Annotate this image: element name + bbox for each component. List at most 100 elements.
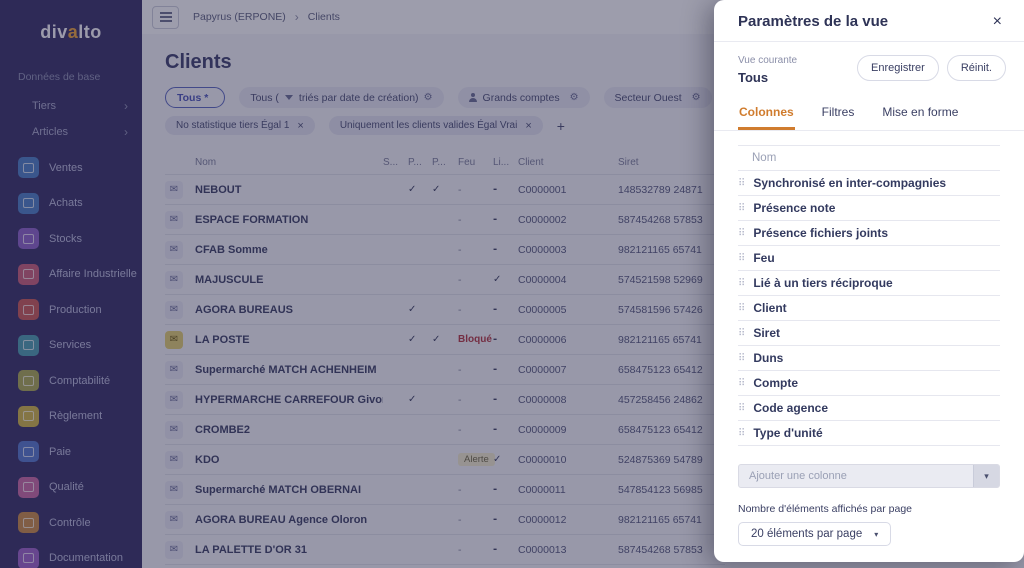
sidebar-tree-item[interactable]: Articles › (0, 119, 142, 145)
sidebar-module-item[interactable]: Stocks (0, 224, 142, 253)
reset-button[interactable]: Réinit. (946, 55, 1006, 81)
column-list-item[interactable]: ⠿ Type d'unité (738, 421, 1000, 446)
sidebar-tree-item[interactable]: Tiers › (0, 93, 142, 119)
mail-icon (165, 210, 183, 229)
cell-lie: - (493, 334, 498, 345)
add-column-select[interactable]: Ajouter une colonne ▾ (738, 464, 1000, 488)
header-siret[interactable]: Siret (618, 156, 639, 168)
column-list-item[interactable]: ⠿ Duns (738, 346, 1000, 371)
save-button[interactable]: Enregistrer (857, 55, 939, 81)
sidebar-module-item[interactable]: Services (0, 331, 142, 360)
table-row[interactable]: CROMBE2 - - C0000009 658475123 65412 (165, 415, 725, 445)
sidebar-module-item[interactable]: Production (0, 295, 142, 324)
sidebar-modules: Ventes Achats Stocks Affaire Industriell… (0, 153, 142, 568)
drag-handle-icon[interactable]: ⠿ (738, 177, 746, 189)
table-row[interactable]: ESPACE FORMATION - - C0000002 587454268 … (165, 205, 725, 235)
view-chip[interactable]: Tous * (165, 87, 226, 108)
sidebar-module-item[interactable]: Qualité (0, 473, 142, 502)
sidebar-module-item[interactable]: Ventes (0, 153, 142, 182)
sidebar-module-item[interactable]: Achats (0, 189, 142, 218)
view-chip[interactable]: Tous ( triés par date de création) ⚙ (239, 87, 444, 108)
column-list-item[interactable]: ⠿ Siret (738, 321, 1000, 346)
sidebar-module-item[interactable]: Paie (0, 437, 142, 466)
drag-handle-icon[interactable]: ⠿ (738, 302, 746, 314)
sidebar-module-item[interactable]: Documentation (0, 544, 142, 568)
sidebar-module-item[interactable]: Contrôle (0, 508, 142, 537)
close-icon[interactable]: × (992, 12, 1002, 30)
drag-handle-icon[interactable]: ⠿ (738, 427, 746, 439)
header-nom[interactable]: Nom (195, 156, 217, 168)
view-chip[interactable]: Grands comptes ⚙ (457, 87, 590, 108)
header-feu[interactable]: Feu (458, 156, 476, 168)
table-row[interactable]: AGORA BUREAU Agence Oloron - - C0000012 … (165, 505, 725, 535)
view-chip[interactable]: Secteur Ouest ⚙ (603, 87, 712, 108)
remove-filter-icon[interactable]: × (525, 119, 532, 132)
module-label: Paie (49, 445, 72, 458)
cell-lie: - (493, 304, 498, 315)
page-size-select[interactable]: 20 éléments par page ▾ (738, 522, 892, 546)
add-filter-button[interactable]: + (556, 117, 565, 134)
cell-lie: ✓ (493, 454, 502, 465)
chevron-right-icon: › (124, 125, 128, 139)
column-list-item[interactable]: ⠿ Compte (738, 371, 1000, 396)
view-settings-panel: Paramètres de la vue × Vue courante Tous… (714, 0, 1024, 562)
table-row[interactable]: Supermarché MATCH ACHENHEIM - - C0000007… (165, 355, 725, 385)
column-list-item[interactable]: ⠿ Lié à un tiers réciproque (738, 271, 1000, 296)
sidebar-module-item[interactable]: Affaire Industrielle (0, 260, 142, 289)
gear-icon[interactable]: ⚙ (691, 92, 701, 103)
table-row[interactable]: CFAB Somme - - C0000003 982121165 65741 (165, 235, 725, 265)
drag-handle-icon[interactable]: ⠿ (738, 402, 746, 414)
panel-tab[interactable]: Filtres (821, 99, 856, 130)
header-lie[interactable]: Li... (493, 156, 510, 168)
drag-handle-icon[interactable]: ⠿ (738, 352, 746, 364)
table-row[interactable]: LA POSTE ✓ ✓ Bloqué - C0000006 982121165… (165, 325, 725, 355)
column-label: Duns (753, 351, 784, 365)
header-synchronise[interactable]: S... (383, 156, 399, 168)
drag-handle-icon[interactable]: ⠿ (738, 277, 746, 289)
table-row[interactable]: MAJUSCULE - ✓ C0000004 574521598 52969 (165, 265, 725, 295)
table-row[interactable]: AGORA BUREAUS ✓ - - C0000005 574581596 5… (165, 295, 725, 325)
current-view-label: Vue courante (738, 55, 798, 66)
module-icon (18, 192, 39, 214)
header-presence-fichiers[interactable]: P... (432, 156, 446, 168)
sidebar-module-item[interactable]: Règlement (0, 402, 142, 431)
columns-list: Nom ⠿ Synchronisé en inter-compagnies ⠿ … (738, 145, 1000, 446)
column-list-item[interactable]: ⠿ Synchronisé en inter-compagnies (738, 171, 1000, 196)
table-row[interactable]: LA PALETTE D'OR 31 - - C0000013 58745426… (165, 535, 725, 565)
column-list-item[interactable]: ⠿ Présence note (738, 196, 1000, 221)
sidebar-module-item[interactable]: Comptabilité (0, 366, 142, 395)
breadcrumb-page[interactable]: Clients (307, 11, 340, 23)
add-column-placeholder: Ajouter une colonne (749, 470, 847, 482)
table-row[interactable]: Supermarché MATCH OBERNAI - - C0000011 5… (165, 475, 725, 505)
drag-handle-icon[interactable]: ⠿ (738, 227, 746, 239)
column-label: Présence fichiers joints (753, 226, 889, 240)
table-row[interactable]: HYPERMARCHE CARREFOUR Givors ✓ - - C0000… (165, 385, 725, 415)
chevron-down-icon[interactable]: ▾ (973, 465, 999, 487)
column-list-item[interactable]: ⠿ Feu (738, 246, 1000, 271)
cell-presence-note: ✓ (408, 304, 417, 315)
panel-tab[interactable]: Colonnes (738, 99, 795, 130)
table-row[interactable]: NEBOUT ✓ ✓ - - C0000001 148532789 24871 (165, 175, 725, 205)
filter-chip[interactable]: No statistique tiers Égal 1 × (165, 116, 315, 135)
drag-handle-icon[interactable]: ⠿ (738, 327, 746, 339)
menu-toggle-button[interactable] (152, 5, 179, 29)
filter-chip[interactable]: Uniquement les clients valides Égal Vrai… (328, 116, 543, 135)
drag-handle-icon[interactable]: ⠿ (738, 202, 746, 214)
header-client[interactable]: Client (518, 156, 544, 168)
mail-icon (165, 540, 183, 559)
client-name: Supermarché MATCH ACHENHEIM (195, 363, 377, 376)
remove-filter-icon[interactable]: × (297, 119, 304, 132)
drag-handle-icon[interactable]: ⠿ (738, 377, 746, 389)
table-row[interactable]: KDO Alerte ✓ C0000010 524875369 54789 (165, 445, 725, 475)
header-presence-note[interactable]: P... (408, 156, 422, 168)
panel-tab[interactable]: Mise en forme (881, 99, 959, 130)
breadcrumb-app[interactable]: Papyrus (ERPONE) (193, 11, 286, 23)
cell-siret: 982121165 65741 (618, 513, 702, 526)
column-list-item[interactable]: ⠿ Client (738, 296, 1000, 321)
column-list-item[interactable]: ⠿ Présence fichiers joints (738, 221, 1000, 246)
drag-handle-icon[interactable]: ⠿ (738, 252, 746, 264)
cell-presence-fichiers: ✓ (432, 184, 441, 195)
column-list-item[interactable]: ⠿ Code agence (738, 396, 1000, 421)
gear-icon[interactable]: ⚙ (423, 92, 433, 103)
gear-icon[interactable]: ⚙ (569, 92, 579, 103)
